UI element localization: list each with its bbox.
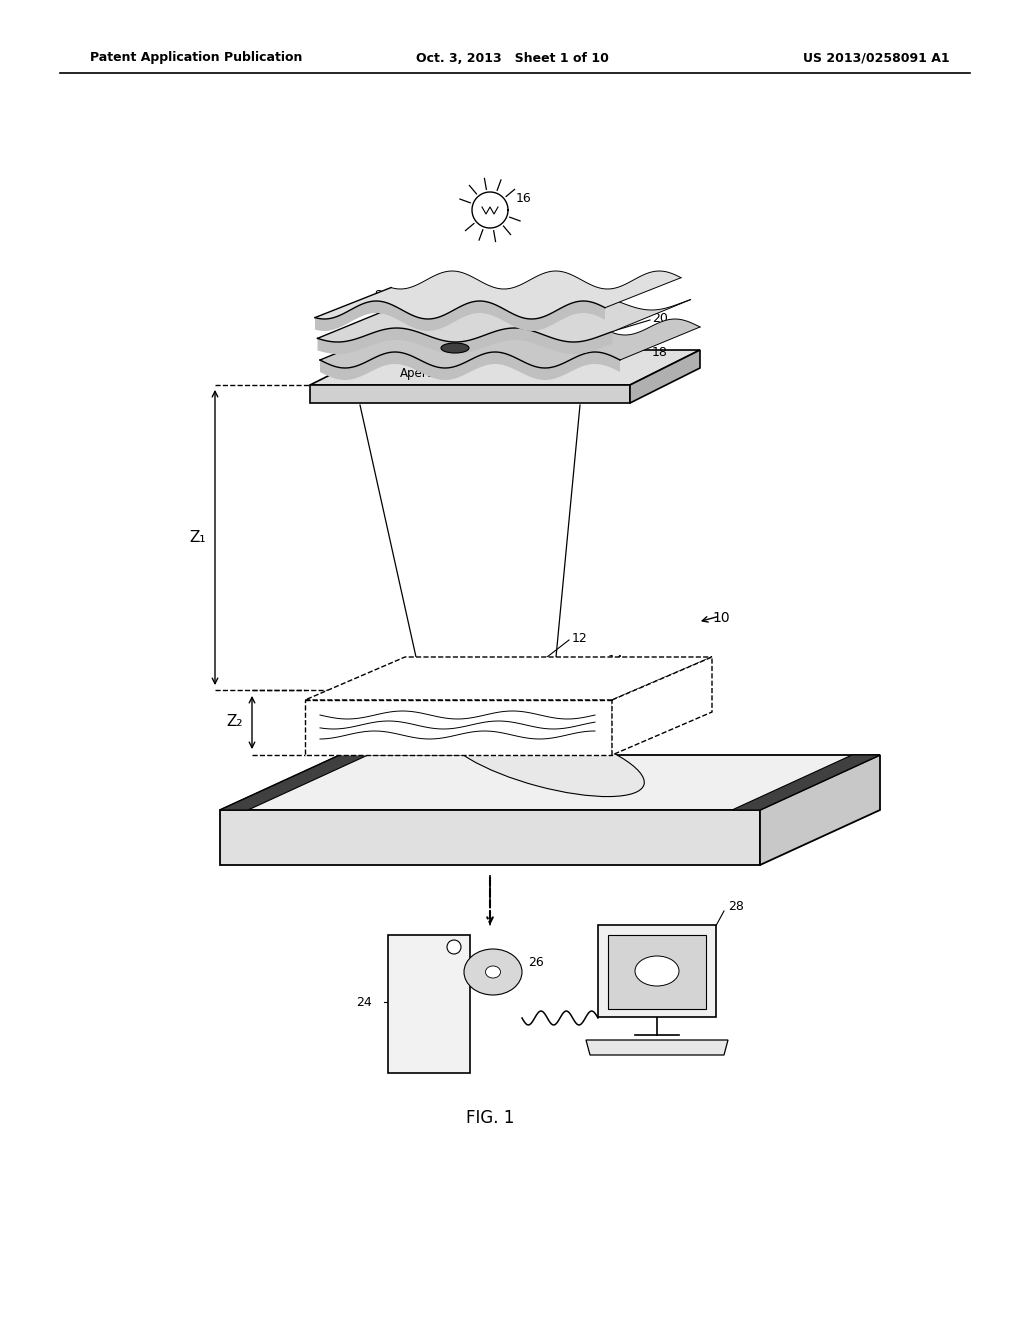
Text: FIG. 1: FIG. 1 — [466, 1109, 514, 1127]
Polygon shape — [732, 755, 880, 810]
Text: Z₁: Z₁ — [189, 531, 206, 545]
Polygon shape — [608, 935, 706, 1008]
Circle shape — [447, 940, 461, 954]
Polygon shape — [220, 755, 368, 810]
Polygon shape — [760, 755, 880, 865]
Polygon shape — [317, 296, 690, 342]
Polygon shape — [586, 1040, 728, 1055]
Text: 14: 14 — [608, 653, 624, 667]
Polygon shape — [310, 385, 630, 403]
Text: 24: 24 — [356, 995, 372, 1008]
Ellipse shape — [464, 949, 522, 995]
Ellipse shape — [445, 719, 644, 796]
Text: Z₂: Z₂ — [226, 714, 243, 730]
Polygon shape — [315, 301, 605, 331]
Polygon shape — [220, 810, 760, 865]
Polygon shape — [220, 755, 880, 810]
Ellipse shape — [441, 343, 469, 352]
Polygon shape — [319, 352, 620, 380]
Text: 16: 16 — [516, 191, 531, 205]
Text: Flow: Flow — [588, 709, 614, 722]
Text: 10: 10 — [712, 611, 730, 624]
Text: Oct. 3, 2013   Sheet 1 of 10: Oct. 3, 2013 Sheet 1 of 10 — [416, 51, 608, 65]
Text: 20: 20 — [652, 312, 668, 325]
Polygon shape — [310, 350, 700, 385]
Text: Patent Application Publication: Patent Application Publication — [90, 51, 302, 65]
Text: 12: 12 — [572, 631, 588, 644]
Text: 28: 28 — [728, 900, 743, 913]
Text: Aperture: Aperture — [400, 367, 452, 380]
Text: CMOS Sensor Array: CMOS Sensor Array — [430, 780, 552, 793]
Text: Microfluidic Channel: Microfluidic Channel — [315, 711, 435, 725]
Polygon shape — [305, 700, 612, 755]
Polygon shape — [319, 319, 700, 368]
Text: 22: 22 — [698, 771, 714, 784]
Ellipse shape — [635, 956, 679, 986]
Polygon shape — [315, 271, 681, 319]
Ellipse shape — [485, 966, 501, 978]
Text: Spatially Incoherent Light: Spatially Incoherent Light — [375, 289, 526, 301]
Text: A: A — [652, 706, 660, 719]
Text: 26: 26 — [528, 956, 544, 969]
Text: 18: 18 — [652, 346, 668, 359]
Polygon shape — [317, 327, 612, 354]
Polygon shape — [388, 935, 470, 1073]
Polygon shape — [598, 925, 716, 1016]
Polygon shape — [612, 657, 712, 755]
Polygon shape — [630, 350, 700, 403]
Polygon shape — [305, 657, 712, 700]
Text: US 2013/0258091 A1: US 2013/0258091 A1 — [804, 51, 950, 65]
